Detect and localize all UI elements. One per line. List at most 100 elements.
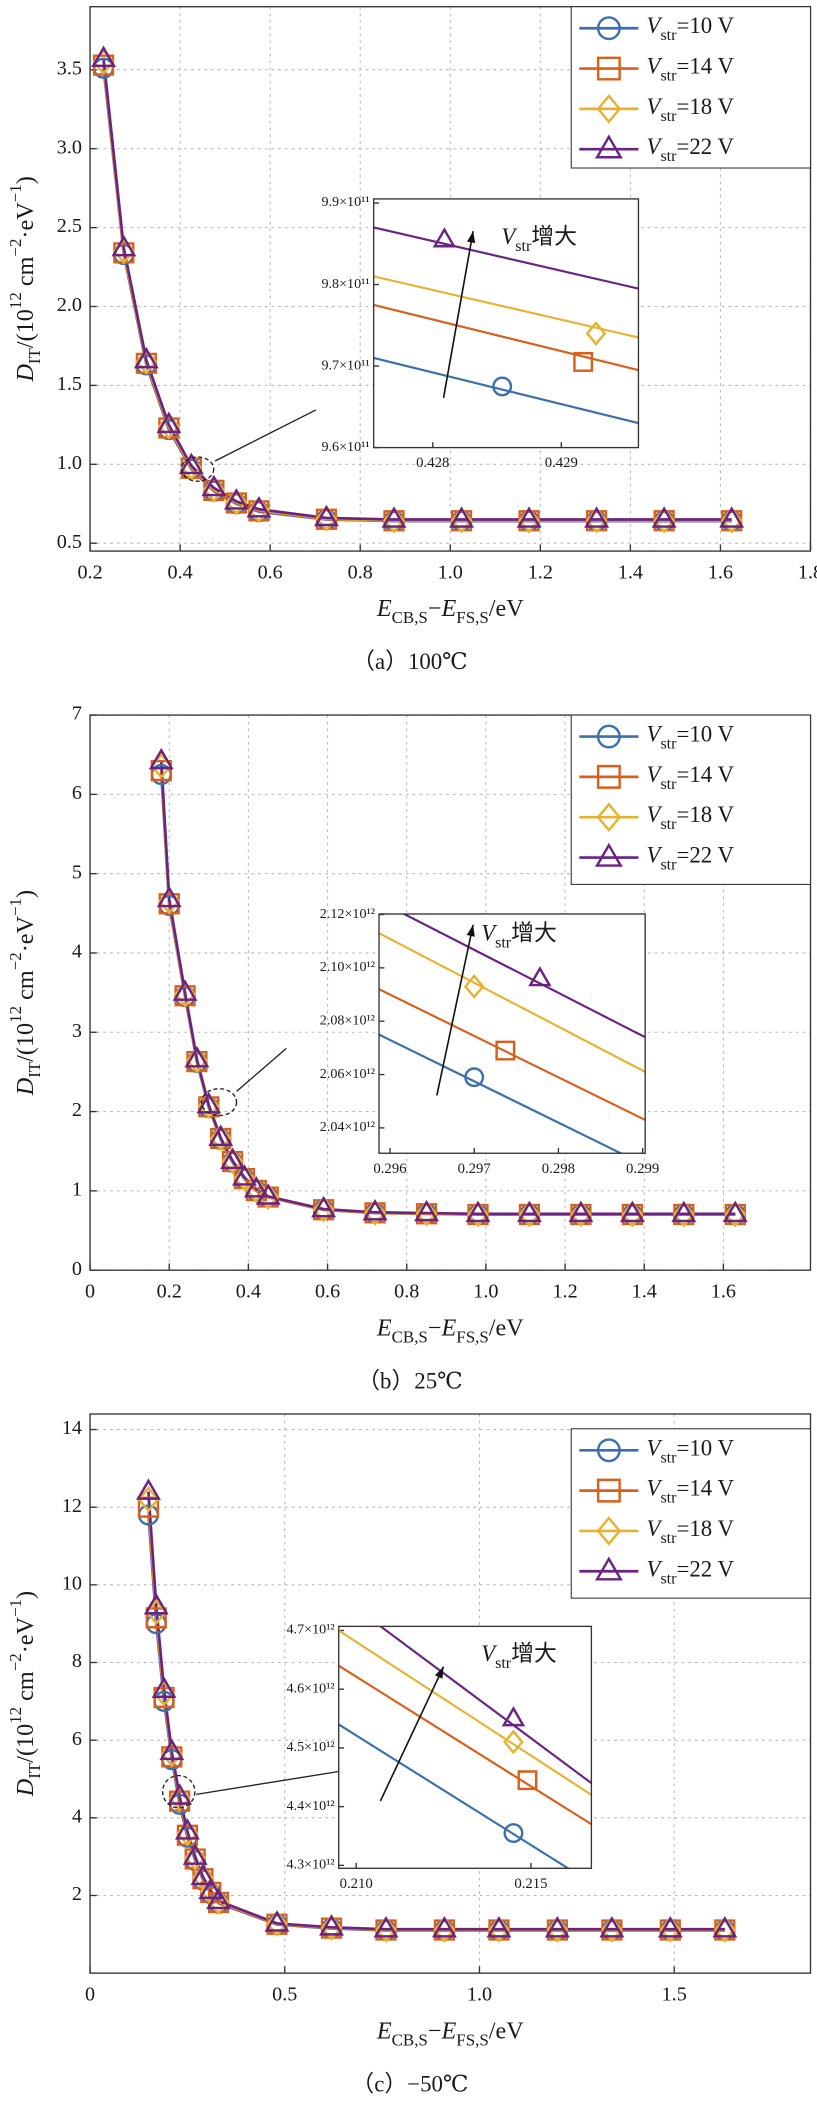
marker-triangle bbox=[657, 1916, 683, 1938]
marker-diamond bbox=[315, 505, 338, 532]
marker-triangle bbox=[246, 496, 272, 518]
marker-diamond bbox=[585, 507, 608, 534]
text-part: CB,S bbox=[392, 609, 428, 628]
marker-diamond bbox=[320, 1914, 343, 1941]
marker-triangle bbox=[133, 346, 159, 369]
y-tick-label: 0.5 bbox=[57, 531, 82, 553]
inset-annotation: Vstr增大 bbox=[501, 224, 577, 255]
marker-diamond bbox=[265, 1910, 288, 1938]
inset-x-tick-label: 0.428 bbox=[416, 455, 449, 471]
text-part: −2 bbox=[6, 1653, 25, 1671]
trend-arrow bbox=[379, 1666, 445, 1802]
marker-diamond bbox=[653, 507, 676, 534]
x-axis-label: ECB,S−EFS,S/eV bbox=[376, 595, 524, 628]
marker-diamond bbox=[518, 507, 541, 534]
inset: 0.296 0.297 0.298 0.299 2.04×10¹² 2.06×10¹² 2.… bbox=[320, 906, 659, 1177]
y-tick-label: 12 bbox=[62, 1495, 82, 1517]
figure-content: 0.2 0.4 0.6 0.8 1.0 1.2 1.4 1.6 1.8 0.5 1.0 1.5 2.0 2… bbox=[6, 6, 817, 2096]
y-tick-label: 8 bbox=[72, 1650, 82, 1672]
x-tick-label: 0.8 bbox=[348, 562, 373, 584]
trend-arrow bbox=[436, 924, 474, 1096]
marker-triangle bbox=[178, 452, 204, 475]
marker-triangle bbox=[220, 1147, 246, 1170]
marker-triangle bbox=[319, 1914, 344, 1936]
marker-diamond bbox=[659, 1916, 682, 1943]
inset-annotation: Vstr增大 bbox=[481, 921, 557, 952]
trend-arrow bbox=[442, 231, 474, 398]
text-part: V bbox=[481, 921, 498, 946]
inset-line bbox=[373, 226, 639, 290]
legend-label: Vstr=22 V bbox=[647, 134, 735, 165]
inset-line bbox=[373, 275, 639, 339]
marker-triangle bbox=[231, 1164, 257, 1186]
legend-label: Vstr=10 V bbox=[647, 1436, 735, 1467]
marker-triangle bbox=[174, 1818, 200, 1840]
x-tick-label: 1.6 bbox=[708, 562, 733, 584]
marker-triangle bbox=[381, 506, 407, 528]
text-part: str bbox=[660, 68, 677, 85]
marker-triangle bbox=[722, 1200, 748, 1223]
marker-triangle bbox=[167, 1783, 193, 1805]
marker-diamond bbox=[621, 1201, 644, 1228]
text-part: str bbox=[660, 776, 677, 793]
text-part: str bbox=[660, 1570, 677, 1587]
marker-diamond bbox=[233, 1165, 256, 1192]
plot-frame bbox=[89, 1413, 812, 1974]
text-part: V bbox=[481, 1641, 498, 1666]
y-tick-label: 2 bbox=[72, 1099, 82, 1121]
marker-diamond bbox=[433, 1916, 456, 1943]
text-part: /(10 bbox=[11, 309, 38, 348]
text-part: −2 bbox=[6, 952, 25, 970]
legend-box bbox=[570, 6, 812, 169]
text-part: IT bbox=[25, 347, 44, 364]
inset-x-tick-label: 0.210 bbox=[340, 1876, 373, 1892]
text-part: =22 V bbox=[676, 134, 734, 159]
marker-triangle bbox=[528, 966, 552, 987]
text-part: −1 bbox=[6, 898, 25, 916]
inset-x-tick-label: 0.296 bbox=[373, 1161, 406, 1177]
text-part: V bbox=[647, 1516, 664, 1541]
trend-arrow-head bbox=[467, 231, 476, 244]
x-tick-label: 1.2 bbox=[552, 1281, 577, 1303]
y-tick-label: 4 bbox=[72, 941, 82, 963]
marker-triangle bbox=[501, 1706, 526, 1727]
marker-triangle bbox=[255, 1183, 281, 1205]
x-tick-label: 0.4 bbox=[236, 1281, 261, 1303]
marker-triangle bbox=[182, 1843, 208, 1865]
text-part: E bbox=[376, 595, 392, 622]
marker-triangle bbox=[671, 1200, 697, 1223]
marker-square bbox=[517, 1770, 538, 1791]
text-part: D bbox=[11, 364, 38, 383]
text-part: =14 V bbox=[676, 762, 734, 787]
zoom-leader bbox=[214, 409, 317, 462]
x-tick-label: 1.4 bbox=[632, 1281, 657, 1303]
y-tick-label: 2.0 bbox=[57, 294, 82, 316]
text-part: FS,S bbox=[456, 1328, 488, 1347]
text-part: str bbox=[660, 1449, 677, 1466]
x-tick-label: 0.5 bbox=[272, 1984, 297, 2006]
text-part: V bbox=[647, 1556, 664, 1581]
text-part: =10 V bbox=[676, 13, 734, 38]
legend-label: Vstr=18 V bbox=[647, 802, 735, 833]
plot-frame bbox=[89, 714, 812, 1271]
x-tick-label: 1.4 bbox=[618, 562, 643, 584]
marker-triangle bbox=[264, 1910, 290, 1932]
marker-diamond bbox=[518, 1201, 541, 1228]
text-part: str bbox=[660, 27, 677, 44]
marker-triangle bbox=[544, 1916, 570, 1938]
inset-y-tick-label: 9.8×10¹¹ bbox=[321, 276, 369, 292]
text-part: V bbox=[647, 54, 664, 79]
marker-triangle bbox=[198, 1877, 224, 1900]
text-part: IT bbox=[25, 1061, 44, 1078]
marker-triangle bbox=[712, 1916, 738, 1938]
marker-diamond bbox=[450, 507, 473, 534]
inset-y-tick-label: 9.9×10¹¹ bbox=[321, 194, 369, 210]
marker-triangle bbox=[719, 506, 745, 528]
text-part: − bbox=[428, 1314, 442, 1341]
text-part: str bbox=[660, 857, 677, 874]
marker-triangle bbox=[136, 1478, 161, 1500]
text-part: V bbox=[501, 224, 518, 249]
marker-triangle bbox=[568, 1200, 594, 1223]
text-part: ) bbox=[11, 1591, 38, 1599]
